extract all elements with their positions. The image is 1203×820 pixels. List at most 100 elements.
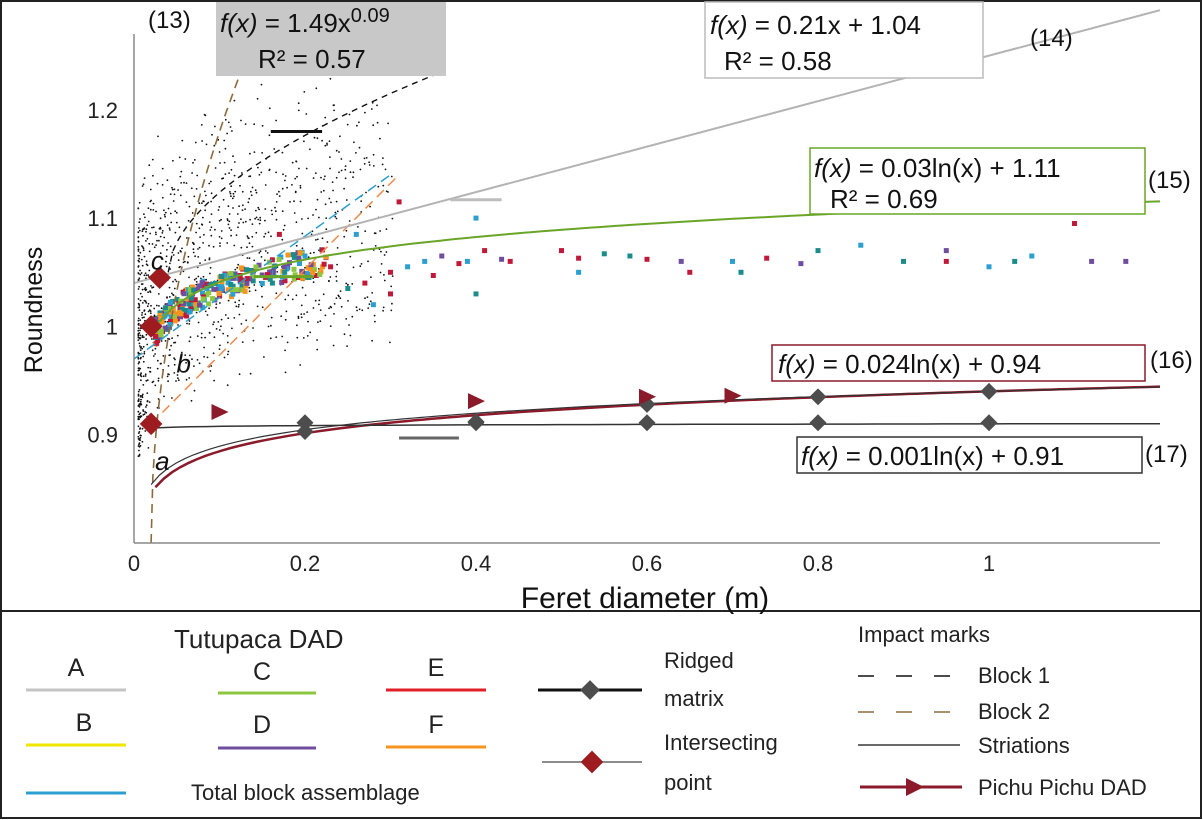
- scatter-dot: [340, 169, 343, 172]
- scatter-dot: [355, 306, 358, 309]
- scatter-dot: [332, 344, 335, 347]
- scatter-dot: [371, 339, 373, 342]
- scatter-dot: [275, 171, 277, 174]
- scatter-dot: [335, 280, 338, 282]
- scatter-dot: [151, 243, 154, 245]
- scatter-dot: [203, 233, 205, 236]
- scatter-dot: [389, 341, 391, 344]
- scatter-dot: [220, 218, 223, 221]
- scatter-dot: [185, 361, 188, 364]
- scatter-dot: [147, 274, 150, 276]
- scatter-point: [230, 287, 236, 292]
- scatter-point: [188, 295, 194, 301]
- scatter-dot: [145, 240, 147, 242]
- scatter-dot: [195, 311, 198, 314]
- scatter-dot: [212, 323, 215, 326]
- scatter-dot: [281, 335, 284, 338]
- scatter-dot: [305, 113, 308, 115]
- scatter-dot: [309, 252, 312, 255]
- scatter-dot: [390, 175, 393, 178]
- scatter-dot: [301, 218, 303, 220]
- scatter-dot: [284, 349, 286, 352]
- scatter-dot: [159, 227, 162, 230]
- scatter-dot: [324, 175, 326, 178]
- scatter-dot: [147, 207, 150, 210]
- scatter-dot: [237, 305, 240, 308]
- scatter-dot: [256, 97, 259, 100]
- scatter-dot: [312, 307, 315, 309]
- scatter-dot: [144, 375, 147, 377]
- scatter-dot: [141, 302, 144, 304]
- scatter-dot: [328, 307, 330, 310]
- eq15-formula: f(x) = 0.03ln(x) + 1.11: [814, 153, 1061, 183]
- scatter-dot: [181, 247, 183, 250]
- scatter-point: [178, 314, 184, 320]
- scatter-point: [353, 231, 359, 237]
- scatter-dot: [138, 369, 141, 371]
- scatter-dot: [339, 297, 342, 300]
- scatter-dot: [218, 236, 221, 238]
- scatter-dot: [244, 123, 247, 125]
- scatter-point: [576, 255, 582, 261]
- scatter-dot: [233, 244, 236, 247]
- scatter-dot: [195, 222, 198, 225]
- scatter-point: [181, 291, 187, 297]
- scatter-dot: [165, 255, 168, 258]
- scatter-dot: [346, 123, 349, 126]
- scatter-dot: [210, 365, 213, 367]
- scatter-point: [559, 248, 564, 254]
- scatter-dot: [267, 231, 270, 234]
- scatter-dot: [158, 239, 160, 242]
- scatter-dot: [148, 164, 151, 167]
- scatter-point: [858, 242, 864, 248]
- scatter-dot: [159, 362, 162, 365]
- scatter-dot: [372, 153, 375, 156]
- scatter-point: [320, 264, 326, 270]
- scatter-dot: [253, 151, 256, 154]
- scatter-dot: [151, 226, 153, 229]
- scatter-dot: [264, 250, 267, 252]
- legend-label-a: A: [68, 654, 85, 682]
- scatter-dot: [380, 250, 382, 253]
- scatter-dot: [137, 236, 140, 238]
- scatter-dot: [242, 204, 244, 207]
- intersecting-point-marker: [139, 412, 163, 436]
- scatter-point: [304, 271, 310, 276]
- scatter-dot: [138, 361, 141, 363]
- scatter-point: [204, 285, 210, 291]
- scatter-dot: [140, 415, 143, 418]
- scatter-dot: [248, 257, 251, 260]
- scatter-dot: [137, 250, 140, 252]
- scatter-dot: [145, 338, 148, 340]
- scatter-dot: [152, 226, 155, 229]
- scatter-point: [253, 264, 259, 270]
- scatter-point: [191, 287, 197, 293]
- scatter-point: [159, 319, 165, 325]
- x-tick-label: 0.4: [461, 551, 492, 576]
- scatter-dot: [230, 195, 232, 198]
- scatter-dot: [258, 222, 261, 225]
- scatter-dot: [226, 242, 229, 244]
- scatter-dot: [299, 364, 302, 366]
- scatter-dot: [167, 365, 170, 367]
- scatter-point: [318, 269, 324, 275]
- scatter-dot: [287, 294, 290, 297]
- scatter-dot: [147, 302, 150, 305]
- scatter-dot: [174, 358, 176, 361]
- scatter-dot: [348, 220, 351, 222]
- scatter-dot: [138, 388, 141, 391]
- scatter-point: [153, 333, 159, 339]
- scatter-dot: [173, 193, 176, 196]
- scatter-dot: [257, 166, 259, 169]
- scatter-dot: [374, 320, 376, 323]
- scatter-dot: [309, 148, 311, 151]
- scatter-dot: [333, 313, 335, 315]
- scatter-dot: [201, 140, 204, 142]
- scatter-dot: [220, 237, 223, 240]
- scatter-dot: [301, 232, 304, 235]
- point-label-a: a: [155, 446, 169, 476]
- scatter-dot: [155, 233, 157, 236]
- scatter-dot: [324, 203, 327, 206]
- scatter-dot: [137, 322, 140, 325]
